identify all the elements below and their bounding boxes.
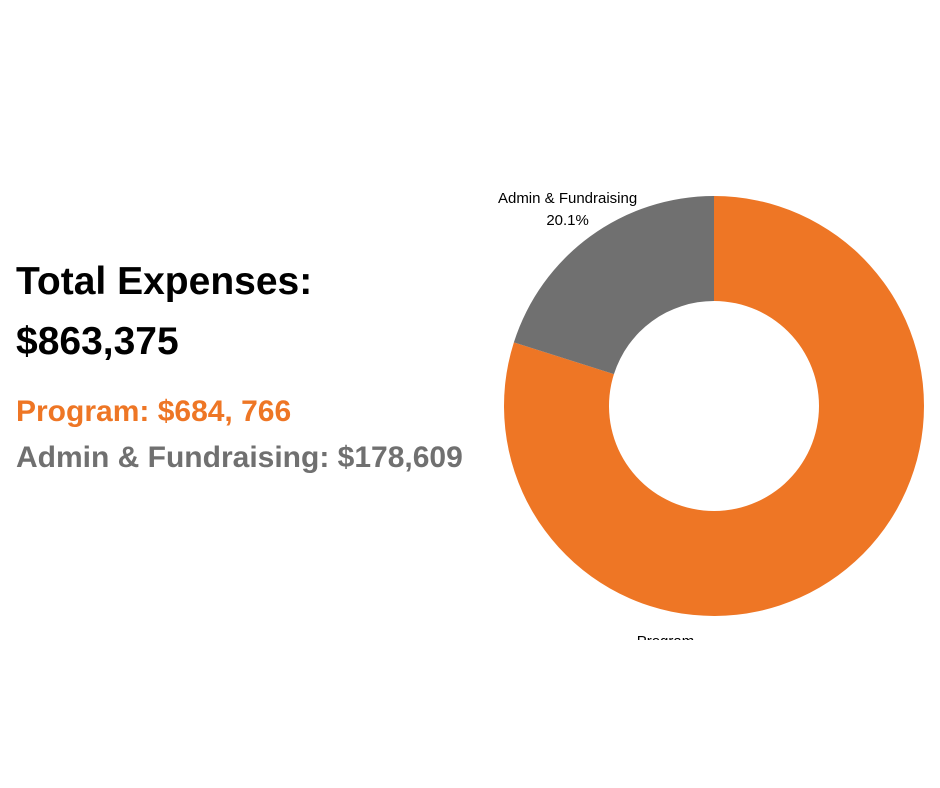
slice-program	[504, 196, 924, 616]
total-expenses-label: Total Expenses:	[16, 260, 313, 303]
expenses-donut-chart: Program79.9% Admin & Fundraising 20.1%	[498, 190, 924, 640]
admin-expense-line: Admin & Fundraising: $178,609	[16, 441, 463, 474]
slice-label-program: Program79.9%	[637, 633, 695, 640]
slice-percent-admin-fundraising: 20.1%	[546, 212, 589, 229]
expense-summary: Total Expenses: $863,375 Program: $684, …	[16, 252, 486, 481]
total-expenses-value: $863,375	[16, 320, 179, 363]
program-expense-line: Program: $684, 766	[16, 395, 292, 428]
slice-admin-fundraising	[513, 196, 714, 375]
slice-name-admin-fundraising: Admin & Fundraising	[498, 190, 637, 207]
slice-label-admin-fundraising: Admin & Fundraising 20.1%	[498, 190, 637, 229]
slice-name-program: Program	[637, 633, 695, 640]
